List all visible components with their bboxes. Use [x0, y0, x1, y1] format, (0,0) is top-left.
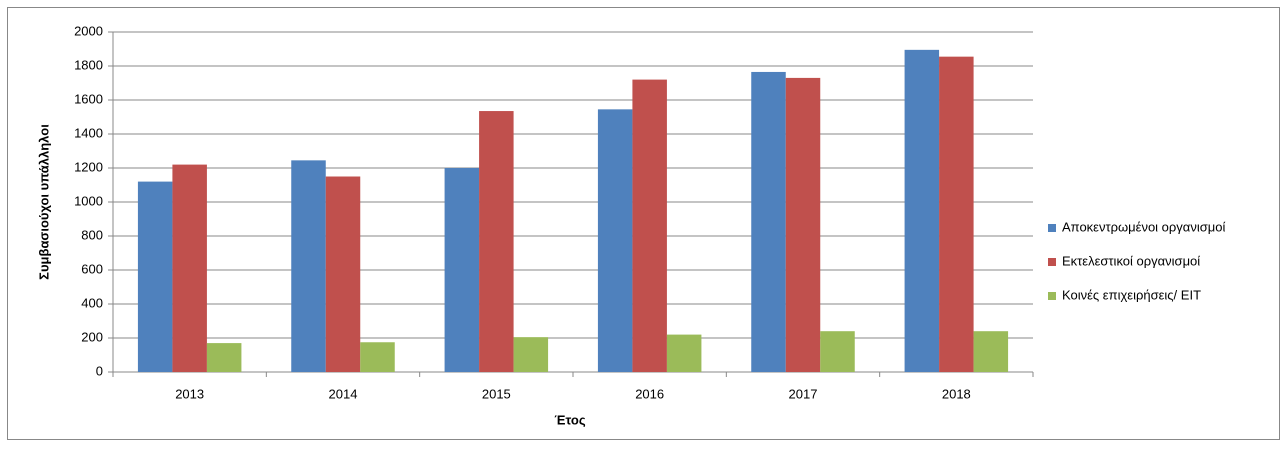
bar	[973, 331, 1009, 372]
bar	[904, 49, 940, 372]
legend-label: Εκτελεστικοί οργανισμοί	[1062, 253, 1200, 268]
y-tick-label: 2000	[74, 23, 103, 38]
bar	[479, 111, 514, 373]
bar	[751, 71, 786, 372]
x-tick-label: 2014	[329, 386, 358, 401]
bar	[632, 79, 667, 372]
legend-label: Αποκεντρωμένοι οργανισμοί	[1062, 219, 1225, 234]
legend-swatch	[1048, 292, 1056, 300]
bar	[820, 331, 855, 372]
y-tick-label: 800	[81, 227, 103, 242]
y-tick-label: 1000	[74, 193, 103, 208]
bar	[597, 109, 633, 372]
bar	[666, 334, 702, 372]
y-tick-label: 1800	[74, 57, 103, 72]
bar	[360, 342, 395, 372]
bar	[325, 176, 361, 372]
bar	[785, 77, 821, 373]
y-tick-label: 600	[81, 261, 103, 276]
y-tick-label: 1400	[74, 125, 103, 140]
bar	[291, 160, 326, 372]
y-axis-title: Συμβασιούχοι υπάλληλοι	[36, 124, 51, 280]
bar	[513, 337, 549, 372]
bar	[137, 181, 173, 372]
x-tick-label: 2018	[942, 386, 971, 401]
y-tick-label: 1600	[74, 91, 103, 106]
bar	[172, 164, 207, 372]
x-axis-title: Έτος	[554, 412, 585, 427]
bar	[206, 343, 242, 372]
x-tick-label: 2017	[789, 386, 818, 401]
bar	[444, 168, 480, 372]
bar	[939, 56, 974, 373]
legend-label: Κοινές επιχειρήσεις/ ΕΙΤ	[1062, 287, 1201, 302]
x-tick-label: 2016	[635, 386, 664, 401]
x-tick-label: 2013	[175, 386, 204, 401]
x-tick-label: 2015	[482, 386, 511, 401]
legend-swatch	[1048, 258, 1056, 266]
y-tick-label: 200	[81, 329, 103, 344]
y-tick-label: 1200	[74, 159, 103, 174]
y-tick-label: 400	[81, 295, 103, 310]
y-tick-label: 0	[96, 363, 103, 378]
legend-swatch	[1048, 224, 1056, 232]
